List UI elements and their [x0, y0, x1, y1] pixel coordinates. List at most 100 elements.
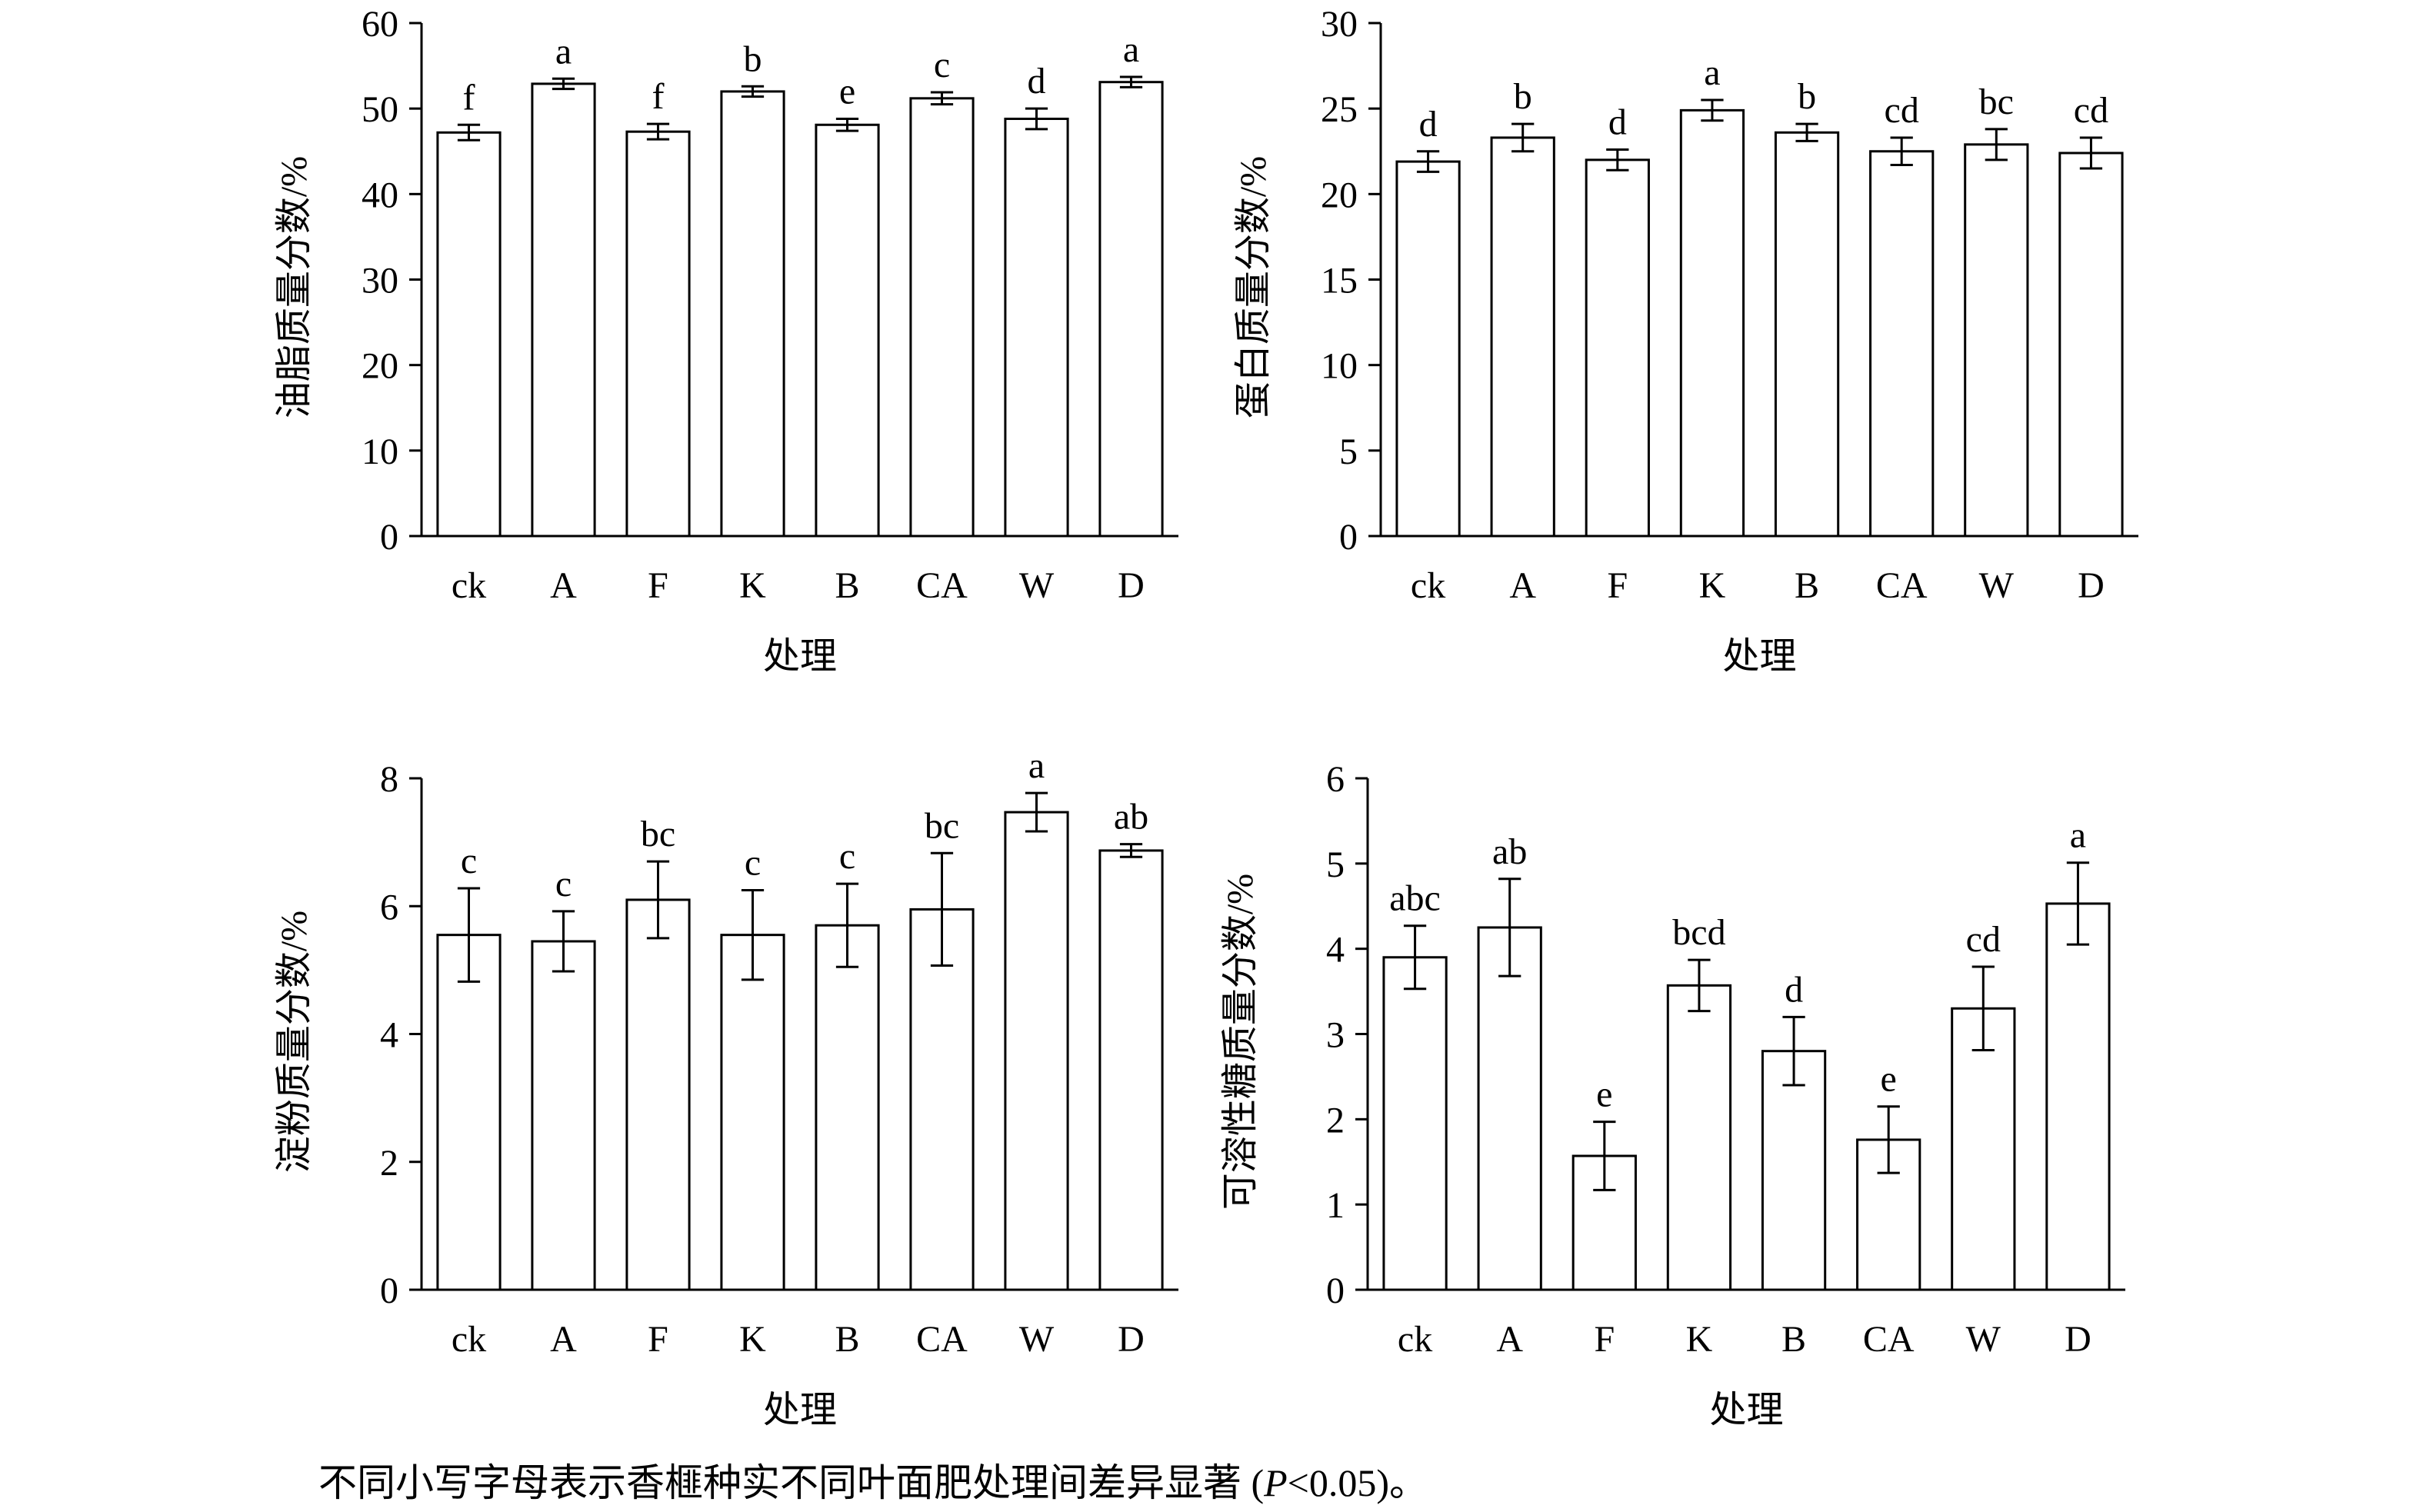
chart2-significance-label: d — [1608, 102, 1627, 143]
chart1-x-tick-label: W — [1019, 565, 1055, 606]
chart4-y-tick-label: 2 — [1326, 1100, 1345, 1141]
chart4-x-tick-label: A — [1496, 1319, 1523, 1360]
chart2-bar-A — [1490, 136, 1555, 538]
chart2-x-tick-label: CA — [1876, 565, 1928, 606]
chart4-significance-label: abc — [1389, 878, 1441, 919]
chart1-y-tick-label: 50 — [362, 89, 398, 130]
chart4-significance-label: ab — [1492, 831, 1527, 872]
chart2-y-tick-label: 0 — [1339, 517, 1358, 558]
chart3-significance-label: bc — [641, 814, 675, 854]
chart3-x-tick-label: ck — [452, 1319, 486, 1360]
chart3-y-tick-label: 2 — [380, 1143, 398, 1184]
chart4-significance-label: d — [1785, 969, 1803, 1010]
chart4-x-tick-label: W — [1966, 1319, 2001, 1360]
chart4-x-tick-label: F — [1594, 1319, 1615, 1360]
chart1-x-tick-label: A — [550, 565, 577, 606]
chart4-bar-D — [2045, 902, 2111, 1291]
chart2-x-tick-label: B — [1795, 565, 1819, 606]
chart3-x-axis-title: 处理 — [763, 1390, 837, 1430]
chart2-significance-label: cd — [1885, 90, 1919, 131]
chart3-significance-label: c — [555, 864, 572, 904]
chart1-x-tick-label: B — [835, 565, 859, 606]
chart1-significance-label: c — [934, 45, 950, 85]
chart1-y-tick-label: 0 — [380, 517, 398, 558]
chart2-y-tick-label: 30 — [1321, 4, 1358, 45]
chart3-y-tick-label: 4 — [380, 1015, 398, 1056]
chart3-y-tick-label: 8 — [380, 759, 398, 800]
chart4-significance-label: e — [1596, 1074, 1612, 1115]
chart4-y-tick-label: 4 — [1326, 930, 1345, 971]
chart1-y-axis-title: 油脂质量分数/% — [274, 156, 315, 418]
chart2-y-tick-label: 20 — [1321, 175, 1358, 215]
chart4-y-axis-title: 可溶性糖质量分数/% — [1220, 874, 1261, 1210]
chart2-x-tick-label: A — [1509, 565, 1536, 606]
chart4-y-tick-label: 1 — [1326, 1185, 1345, 1226]
chart3-significance-label: ab — [1114, 797, 1148, 838]
chart1-significance-label: e — [839, 72, 855, 112]
chart2-significance-label: a — [1704, 52, 1720, 93]
chart1-bar-F — [625, 130, 691, 538]
chart4-x-tick-label: B — [1781, 1319, 1806, 1360]
chart1-bar-W — [1004, 118, 1069, 538]
chart1-bar-B — [815, 123, 880, 538]
figure-caption: 不同小写字母表示香榧种实不同叶面肥处理间差异显著 (P<0.05)。 — [0, 1460, 1746, 1506]
chart1-significance-label: d — [1028, 61, 1046, 102]
chart2-significance-label: b — [1514, 76, 1532, 117]
chart4-significance-label: a — [2070, 815, 2086, 856]
chart4-significance-label: bcd — [1672, 912, 1725, 953]
chart1-y-tick-label: 20 — [362, 346, 398, 387]
chart1-significance-label: a — [1123, 29, 1139, 70]
chart4-bar-K — [1666, 984, 1732, 1291]
chart2-x-tick-label: D — [2078, 565, 2105, 606]
chart3-y-tick-label: 6 — [380, 887, 398, 928]
chart1-significance-label: f — [652, 76, 665, 117]
chart2-significance-label: bc — [1979, 82, 2014, 122]
chart1-bar-D — [1098, 81, 1164, 538]
chart3-y-tick-label: 0 — [380, 1271, 398, 1311]
chart1-bar-CA — [909, 97, 975, 538]
chart3-x-tick-label: F — [648, 1319, 668, 1360]
caption-condition: <0.05)。 — [1287, 1461, 1428, 1504]
chart2-bar-D — [2058, 152, 2124, 538]
chart4-y-tick-label: 5 — [1326, 844, 1345, 885]
chart4-x-tick-label: CA — [1863, 1319, 1915, 1360]
chart3-bar-ck — [436, 934, 502, 1291]
chart3-bar-D — [1098, 849, 1164, 1291]
chart2-x-tick-label: K — [1699, 565, 1726, 606]
chart1-y-tick-label: 30 — [362, 261, 398, 301]
chart4-bar-B — [1761, 1050, 1827, 1291]
chart4-x-tick-label: D — [2065, 1319, 2091, 1360]
chart2: 0 5 10 15 20 25 30 d ck b Ad Fa Kb Bcd CA bc Wcd D 处理 蛋白质量分… — [1233, 4, 2138, 677]
chart1-x-axis-title: 处理 — [763, 636, 837, 677]
chart1-significance-label: f — [463, 77, 475, 118]
chart2-bar-F — [1585, 158, 1650, 538]
chart3-significance-label: c — [745, 842, 761, 883]
chart2-x-axis-title: 处理 — [1722, 636, 1796, 677]
chart1-x-tick-label: CA — [916, 565, 968, 606]
chart2-y-tick-label: 10 — [1321, 346, 1358, 387]
chart3-bar-F — [625, 898, 691, 1291]
chart2-bar-K — [1679, 108, 1745, 538]
chart2-bar-ck — [1395, 160, 1461, 538]
chart3-significance-label: a — [1028, 745, 1045, 786]
chart3-significance-label: bc — [925, 805, 959, 846]
chart1-bar-ck — [436, 131, 502, 538]
chart3-x-tick-label: D — [1118, 1319, 1145, 1360]
chart2-significance-label: cd — [2074, 90, 2108, 131]
chart3-bar-K — [720, 934, 785, 1291]
chart4-y-tick-label: 0 — [1326, 1271, 1345, 1311]
chart3-x-tick-label: B — [835, 1319, 859, 1360]
chart1-significance-label: b — [744, 38, 762, 79]
chart4-x-tick-label: ck — [1398, 1319, 1432, 1360]
chart3-x-tick-label: K — [739, 1319, 766, 1360]
chart2-y-axis-title: 蛋白质量分数/% — [1233, 156, 1274, 418]
chart3-significance-label: c — [461, 841, 477, 881]
chart4-bar-A — [1477, 926, 1542, 1291]
chart2-x-tick-label: F — [1607, 565, 1628, 606]
chart4-significance-label: cd — [1966, 919, 2001, 960]
chart3-x-tick-label: A — [550, 1319, 577, 1360]
chart4-significance-label: e — [1881, 1059, 1897, 1100]
chart3-bar-A — [531, 940, 596, 1291]
